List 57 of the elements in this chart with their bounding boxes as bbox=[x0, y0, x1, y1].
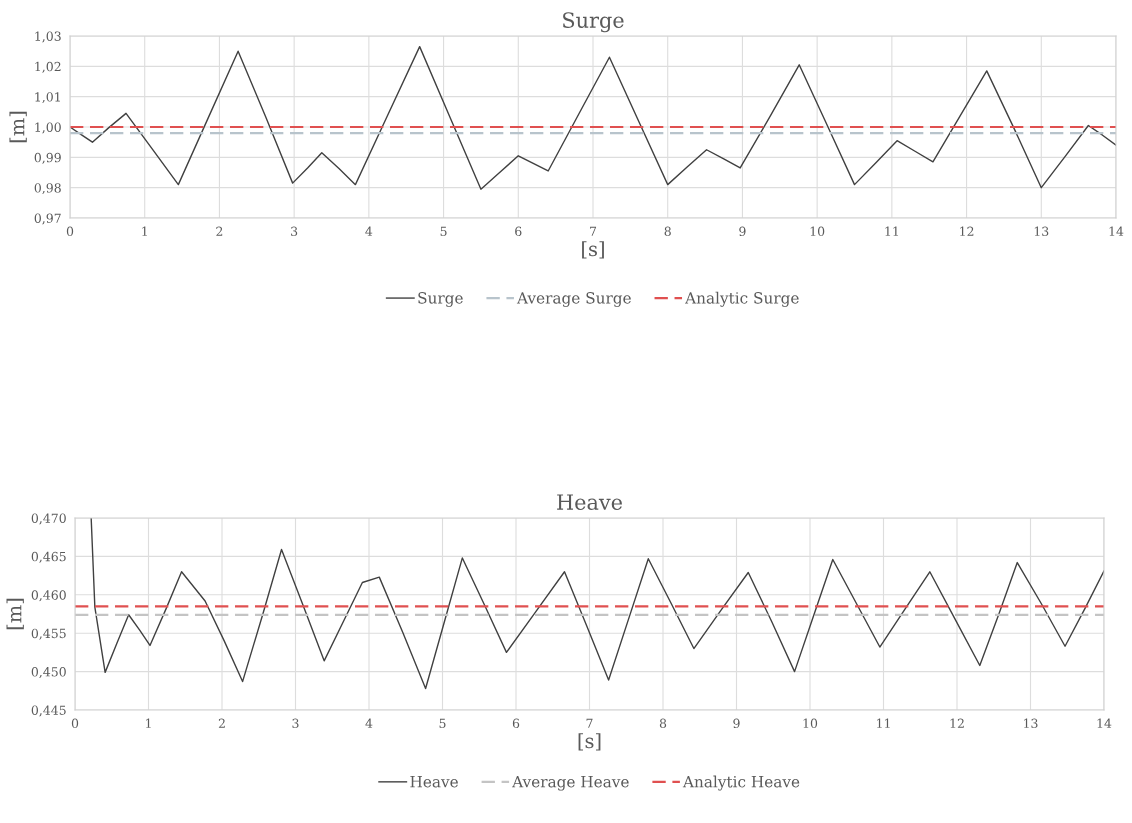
x-tick-label: 4 bbox=[365, 718, 373, 728]
y-tick-label: 0,99 bbox=[34, 152, 61, 164]
x-tick-label: 6 bbox=[512, 718, 520, 729]
y-tick-label: 1,03 bbox=[35, 31, 61, 43]
x-tick-label: 11 bbox=[885, 226, 899, 236]
x-tick-label: 14 bbox=[1109, 226, 1124, 236]
y-tick-label: 0,460 bbox=[31, 590, 66, 602]
x-tick-label: 7 bbox=[590, 226, 597, 236]
legend-label: Heave bbox=[410, 776, 458, 788]
legend-label: Average Surge bbox=[516, 292, 631, 307]
y-tick-label: 0,445 bbox=[31, 705, 66, 717]
y-tick-label: 0,455 bbox=[31, 628, 66, 640]
x-tick-label: 13 bbox=[1024, 718, 1038, 729]
x-tick-label: 1 bbox=[146, 718, 151, 728]
x-tick-label: 12 bbox=[950, 718, 964, 728]
x-tick-label: 14 bbox=[1097, 718, 1112, 728]
x-tick-label: 9 bbox=[739, 226, 746, 237]
y-tick-label: 0,450 bbox=[31, 667, 66, 679]
y-tick-label: 0,98 bbox=[34, 183, 61, 195]
y-tick-label: 0,465 bbox=[31, 551, 66, 563]
legend-label: Analytic Heave bbox=[682, 775, 800, 791]
y-tick-label: 1,00 bbox=[35, 122, 61, 134]
y-tick-label: 0,97 bbox=[34, 213, 61, 225]
y-tick-label: 1,02 bbox=[35, 61, 61, 73]
x-tick-label: 5 bbox=[440, 226, 447, 237]
x-axis-title: [s] bbox=[578, 733, 601, 751]
x-tick-label: 2 bbox=[216, 226, 223, 236]
x-tick-label: 1 bbox=[142, 226, 147, 236]
y-tick-label: 0,470 bbox=[31, 513, 66, 525]
line-series bbox=[90, 518, 1104, 690]
x-tick-label: 12 bbox=[960, 226, 974, 236]
x-tick-label: 4 bbox=[365, 226, 373, 236]
x-tick-label: 0 bbox=[66, 226, 74, 237]
legend-label: Surge bbox=[418, 292, 463, 307]
legend-label: Analytic Surge bbox=[685, 291, 799, 307]
line-series bbox=[70, 45, 1116, 190]
x-tick-label: 13 bbox=[1034, 226, 1049, 237]
x-tick-label: 2 bbox=[218, 718, 225, 728]
x-axis-title: [s] bbox=[582, 241, 604, 259]
y-tick-label: 1,01 bbox=[35, 92, 60, 104]
y-axis-title: [m] bbox=[6, 598, 24, 630]
x-tick-label: 3 bbox=[291, 226, 298, 237]
chart-title: Surge bbox=[563, 12, 624, 33]
x-tick-label: 11 bbox=[877, 718, 890, 728]
x-tick-label: 8 bbox=[659, 718, 667, 729]
x-tick-label: 10 bbox=[810, 226, 825, 237]
x-tick-label: 8 bbox=[664, 226, 671, 237]
x-tick-label: 7 bbox=[586, 718, 593, 728]
x-tick-label: 10 bbox=[803, 718, 818, 729]
y-axis-title: [m] bbox=[9, 111, 27, 143]
x-tick-label: 9 bbox=[733, 718, 740, 729]
legend-label: Average Heave bbox=[512, 776, 629, 791]
x-tick-label: 5 bbox=[439, 718, 446, 729]
x-tick-label: 3 bbox=[292, 718, 299, 729]
chart-title: Heave bbox=[557, 494, 622, 510]
x-tick-label: 0 bbox=[71, 718, 79, 729]
x-tick-label: 6 bbox=[515, 226, 522, 237]
